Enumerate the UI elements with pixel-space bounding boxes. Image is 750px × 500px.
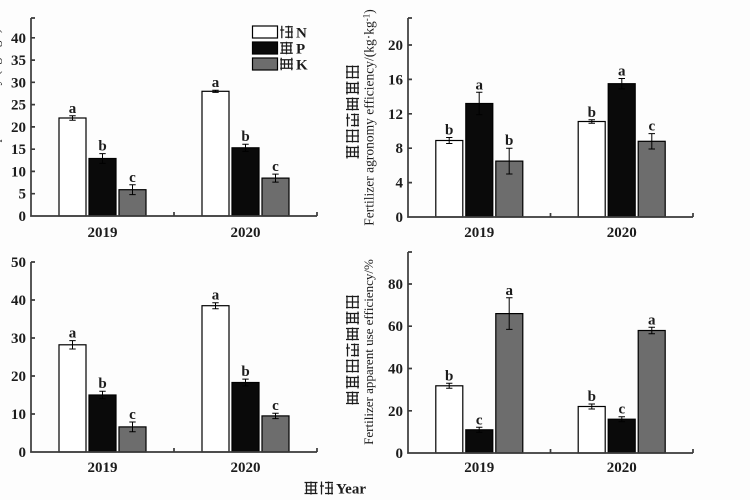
svg-text:2019: 2019 — [464, 460, 494, 476]
svg-text:2019: 2019 — [88, 460, 118, 476]
svg-text:Fertilizer agronomy efficiency: Fertilizer agronomy efficiency/(kg·kg-1) — [362, 9, 377, 225]
svg-text:10: 10 — [11, 407, 26, 423]
svg-text:Fertilizer apparent use effici: Fertilizer apparent use efficiency/% — [361, 259, 376, 445]
svg-text:30: 30 — [11, 331, 26, 347]
svg-text:20: 20 — [388, 38, 403, 54]
svg-text:b: b — [588, 105, 596, 121]
svg-text:b: b — [505, 133, 513, 149]
svg-text:50: 50 — [11, 255, 26, 271]
svg-text:Fertilizer contribution rate/%: Fertilizer contribution rate/% — [0, 279, 3, 431]
svg-text:5: 5 — [19, 187, 27, 203]
svg-text:c: c — [129, 407, 136, 423]
svg-text:2019: 2019 — [88, 225, 118, 241]
svg-text:c: c — [648, 119, 655, 135]
svg-text:2020: 2020 — [231, 460, 261, 476]
svg-text:a: a — [505, 283, 513, 299]
svg-text:a: a — [69, 101, 77, 117]
svg-text:K: K — [296, 58, 308, 74]
svg-text:20: 20 — [11, 369, 26, 385]
svg-text:20: 20 — [11, 120, 26, 136]
svg-text:15: 15 — [11, 142, 26, 158]
svg-text:40: 40 — [11, 31, 26, 47]
svg-text:2019: 2019 — [464, 225, 494, 241]
svg-text:40: 40 — [11, 293, 26, 309]
svg-text:40: 40 — [388, 362, 403, 378]
svg-text:a: a — [212, 75, 220, 91]
svg-text:a: a — [69, 326, 77, 342]
svg-text:2020: 2020 — [607, 225, 637, 241]
svg-text:a: a — [618, 64, 626, 80]
svg-text:c: c — [272, 398, 279, 414]
svg-text:4: 4 — [396, 176, 404, 192]
svg-text:b: b — [588, 389, 596, 405]
svg-text:8: 8 — [396, 141, 404, 157]
svg-text:0: 0 — [396, 446, 404, 462]
svg-text:0: 0 — [19, 445, 27, 461]
svg-text:a: a — [648, 312, 656, 328]
svg-text:20: 20 — [388, 404, 403, 420]
svg-text:b: b — [98, 376, 106, 392]
svg-text:80: 80 — [388, 277, 403, 293]
svg-text:12: 12 — [388, 107, 403, 123]
svg-text:2020: 2020 — [231, 225, 261, 241]
svg-text:a: a — [475, 77, 483, 93]
svg-text:a: a — [212, 288, 220, 304]
svg-text:10: 10 — [11, 164, 26, 180]
svg-text:0: 0 — [396, 210, 404, 226]
svg-text:b: b — [98, 139, 106, 155]
svg-text:0: 0 — [19, 209, 27, 225]
svg-text:16: 16 — [388, 72, 404, 88]
svg-text:b: b — [241, 364, 249, 380]
svg-text:Year: Year — [336, 482, 366, 498]
svg-text:2020: 2020 — [607, 460, 637, 476]
svg-text:30: 30 — [11, 75, 26, 91]
svg-text:b: b — [445, 123, 453, 139]
svg-text:b: b — [445, 368, 453, 384]
svg-text:P: P — [296, 42, 305, 58]
svg-text:N: N — [296, 26, 307, 42]
svg-text:b: b — [241, 129, 249, 145]
svg-text:25: 25 — [11, 98, 26, 114]
svg-text:Partial factor productivity/(k: Partial factor productivity/(kg·kg-1) — [0, 29, 3, 213]
svg-text:35: 35 — [11, 53, 26, 69]
svg-text:c: c — [272, 159, 279, 175]
svg-text:c: c — [129, 170, 136, 186]
svg-text:c: c — [476, 412, 483, 428]
svg-text:60: 60 — [388, 319, 403, 335]
svg-text:c: c — [618, 402, 625, 418]
